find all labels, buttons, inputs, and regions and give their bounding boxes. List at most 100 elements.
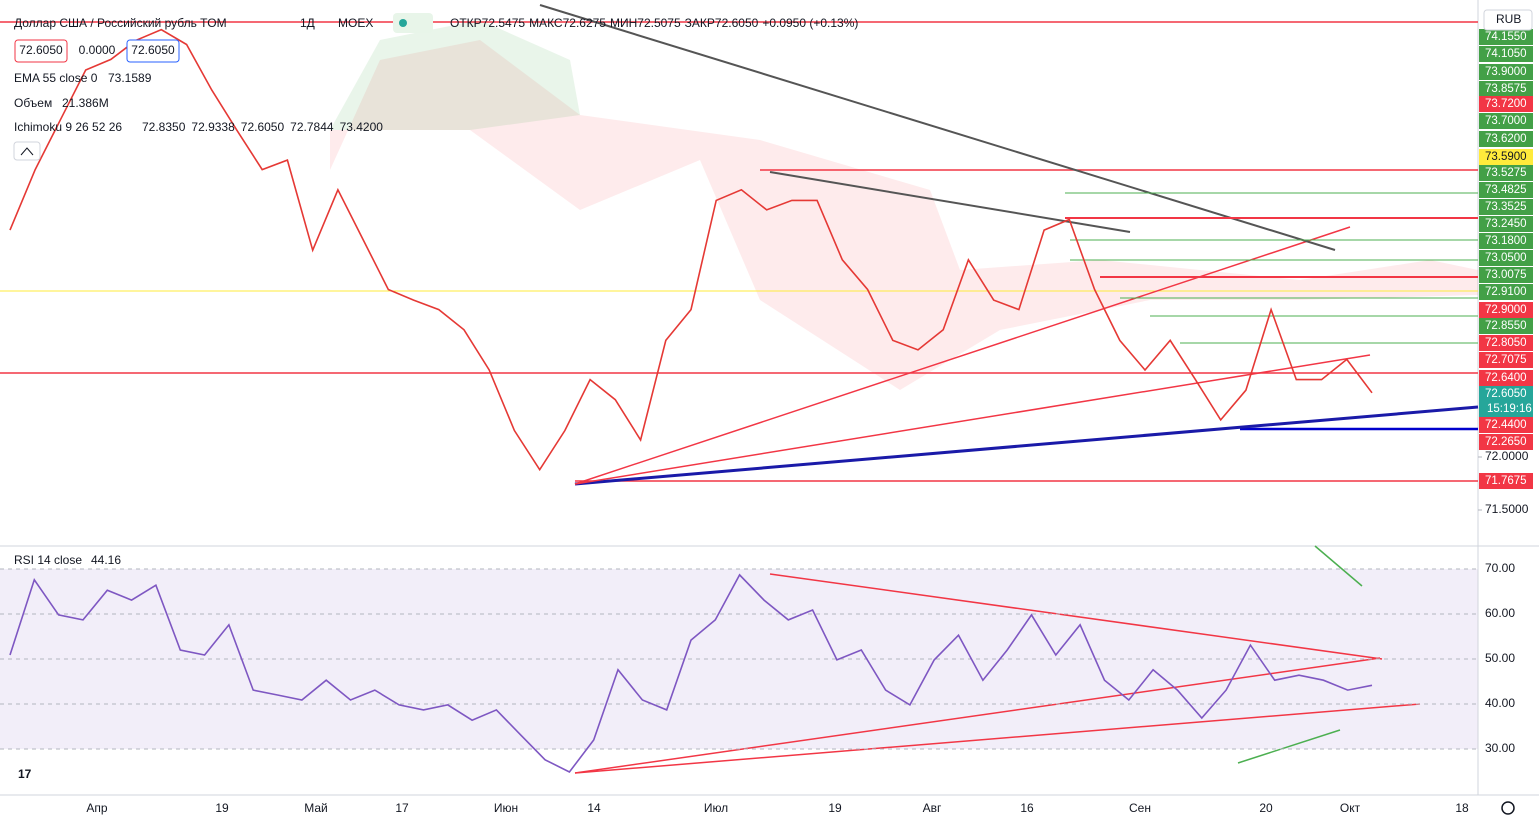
price-label-bg [1479, 233, 1533, 249]
symbol-title: Доллар США / Российский рубль TOM [14, 16, 227, 30]
volume-label: Объем [14, 96, 52, 110]
price-label-bg [1479, 267, 1533, 283]
bid-value: 72.6050 [19, 43, 63, 57]
price-label: 72.7075 [1485, 354, 1527, 366]
status-badge[interactable] [393, 13, 433, 33]
x-tick-label: 20 [1259, 801, 1273, 815]
price-label-bg [1479, 96, 1533, 112]
settings-icon[interactable] [1501, 801, 1515, 815]
rsi-trend-line [574, 657, 1381, 774]
y-tick-label: 30.00 [1485, 741, 1515, 755]
rsi-value: 44.16 [91, 553, 121, 567]
price-label: 73.9000 [1485, 66, 1527, 78]
ema-label: EMA 55 close 0 [14, 71, 98, 85]
plot-layer: 71.5000 72.0000 30.00 40.00 50.00 60.00 70.00 7… [0, 28, 1533, 815]
price-label: 73.1800 [1485, 235, 1527, 247]
ichimoku-value: 73.4200 [340, 120, 384, 134]
price-label: 72.8550 [1485, 320, 1527, 332]
price-label-bg [1479, 81, 1533, 97]
price-label: 71.7675 [1485, 475, 1527, 487]
price-label-bg [1479, 113, 1533, 129]
price-label-bg [1479, 318, 1533, 334]
value-box[interactable] [14, 39, 68, 63]
price-label: 73.0500 [1485, 252, 1527, 264]
price-label-bg [1479, 386, 1533, 402]
price-label-bg [1479, 149, 1533, 165]
trend-line [539, 4, 1336, 251]
exchange: MOEX [338, 16, 373, 30]
y-tick-label: 60.00 [1485, 606, 1515, 620]
price-label: 73.5900 [1485, 151, 1527, 163]
trend-line [574, 405, 1479, 486]
price-label: 72.6400 [1485, 372, 1527, 384]
price-label-bg [1479, 284, 1533, 300]
y-tick-label: 40.00 [1485, 696, 1515, 710]
logo-mark: 17 [18, 767, 32, 781]
rsi-label: RSI 14 close [14, 553, 82, 567]
x-tick-label: Май [304, 801, 328, 815]
ema-value: 73.1589 [108, 71, 152, 85]
price-label-bg [1479, 417, 1533, 433]
x-tick-label: Сен [1129, 801, 1151, 815]
ohlc-row: ОТКР 72.5475 МАКС 72.6275 МИН 72.5075 ЗАКР 72.6… [450, 16, 858, 30]
price-label: 73.8575 [1485, 83, 1527, 95]
price-label: 73.3525 [1485, 201, 1527, 213]
price-label: 72.9100 [1485, 286, 1527, 298]
y-tick-label: 71.5000 [1485, 502, 1529, 516]
price-label: 73.7200 [1485, 98, 1527, 110]
price-label-bg [1479, 250, 1533, 266]
price-line [9, 573, 1373, 774]
ohlc-value: 72.6275 [563, 16, 607, 30]
currency: RUB [1496, 12, 1521, 26]
ichimoku-label: Ichimoku 9 26 52 26 [14, 120, 122, 134]
ichimoku-value: 72.9338 [191, 120, 235, 134]
value-box[interactable] [126, 39, 180, 63]
price-label-bg [1479, 352, 1533, 368]
price-label: 74.1050 [1485, 48, 1527, 60]
price-label-bg [1479, 370, 1533, 386]
collapse-button[interactable] [13, 141, 41, 161]
interval: 1Д [300, 16, 315, 30]
x-tick-label: 17 [395, 801, 409, 815]
price-label-bg [1479, 335, 1533, 351]
x-tick-label: 16 [1020, 801, 1034, 815]
ichimoku-cloud [330, 40, 1478, 390]
ohlc-label: ЗАКР [685, 16, 715, 30]
y-tick-label: 72.0000 [1485, 449, 1529, 463]
ohlc-value: 72.5075 [637, 16, 681, 30]
x-tick-label: Авг [923, 801, 942, 815]
countdown-bg [1479, 401, 1533, 417]
price-label-bg [1479, 46, 1533, 62]
price-label-bg [1479, 473, 1533, 489]
logo[interactable] [10, 762, 46, 788]
x-tick-label: Апр [86, 801, 108, 815]
price-label: 73.0075 [1485, 269, 1527, 281]
market-status [399, 19, 407, 27]
main-pane [0, 0, 1478, 545]
ichimoku-value: 72.7844 [290, 120, 334, 134]
change: +0.0950 (+0.13%) [762, 16, 858, 30]
price-label-bg [1479, 216, 1533, 232]
ichimoku-value: 72.6050 [241, 120, 285, 134]
rsi-trend-line [1237, 729, 1341, 764]
price-label: 73.2450 [1485, 218, 1527, 230]
price-label: 72.6050 [1485, 388, 1527, 400]
y-tick-label: 50.00 [1485, 651, 1515, 665]
ichimoku-value: 72.8350 [142, 120, 186, 134]
currency-button[interactable] [1483, 9, 1533, 31]
ask-value: 72.6050 [131, 43, 175, 57]
price-label: 73.7000 [1485, 115, 1527, 127]
ohlc-value: 72.6050 [715, 16, 759, 30]
price-label: 72.2650 [1485, 436, 1527, 448]
trend-line [574, 226, 1351, 485]
price-label: 72.4400 [1485, 419, 1527, 431]
trend-line [574, 354, 1371, 485]
price-label-bg [1479, 131, 1533, 147]
ichimoku-values: 72.8350 72.9338 72.6050 72.7844 73.4200 [142, 120, 383, 134]
price-label: 73.4825 [1485, 184, 1527, 196]
ohlc-value: 72.5475 [482, 16, 526, 30]
ohlc-label: МАКС [529, 16, 563, 30]
ichimoku-cloud-green [330, 20, 580, 130]
price-label-bg [1479, 199, 1533, 215]
